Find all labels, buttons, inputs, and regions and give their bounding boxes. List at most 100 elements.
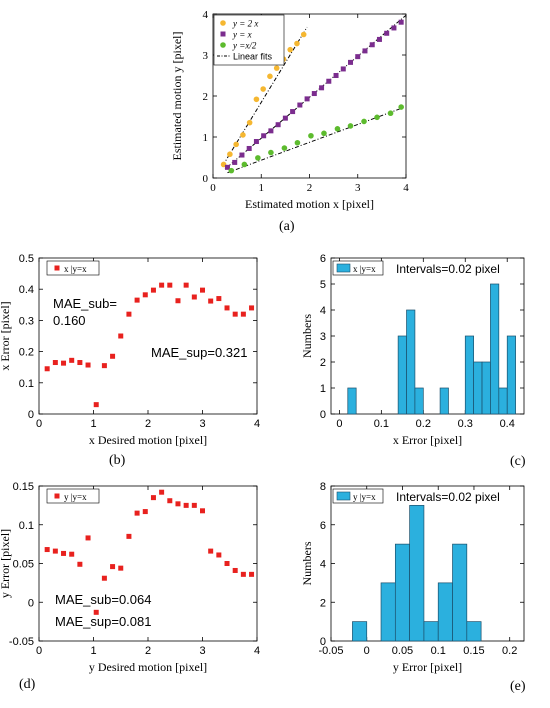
x-tick-label: 0.3 bbox=[458, 418, 473, 430]
data-point bbox=[232, 159, 238, 165]
y-tick-label: 2 bbox=[320, 357, 326, 369]
data-point bbox=[183, 502, 189, 508]
data-point bbox=[275, 122, 281, 128]
data-point bbox=[391, 25, 397, 31]
chart-c: 0 0.1 0.2 0.3 0.4 0 1 2 3 4 5 6 x Error [pixel] Numbe… bbox=[300, 253, 525, 447]
histogram-bar bbox=[490, 283, 500, 415]
fit-line bbox=[227, 107, 404, 174]
plot-frame bbox=[38, 257, 258, 415]
histogram-bar bbox=[409, 505, 425, 642]
histogram-bar bbox=[397, 335, 407, 415]
data-point bbox=[110, 564, 116, 570]
data-point bbox=[54, 493, 60, 499]
x-tick-label: 0.1 bbox=[374, 418, 389, 430]
data-point bbox=[85, 362, 91, 368]
data-point bbox=[347, 123, 354, 129]
bars bbox=[352, 505, 482, 642]
data-point bbox=[224, 305, 230, 311]
y-axis-label: x Error [pixel] bbox=[0, 301, 12, 370]
data-point bbox=[308, 132, 314, 139]
data-point bbox=[216, 296, 222, 302]
data-point bbox=[118, 565, 124, 571]
data-point bbox=[150, 495, 156, 501]
x-tick-label: 3 bbox=[199, 645, 205, 657]
data-point bbox=[167, 282, 173, 288]
data-point bbox=[326, 78, 332, 84]
data-point bbox=[224, 164, 230, 170]
x-tick-label: 0.2 bbox=[502, 645, 517, 657]
data-point bbox=[268, 128, 274, 134]
data-point bbox=[255, 155, 261, 161]
legend-swatch bbox=[336, 263, 351, 273]
histogram-bar bbox=[466, 621, 482, 642]
data-point bbox=[387, 110, 394, 117]
annotation: MAE_sup=0.081 bbox=[55, 614, 151, 629]
data-point bbox=[319, 85, 325, 91]
legend-label: Linear fits bbox=[233, 52, 273, 62]
legend: y |y=x bbox=[332, 488, 384, 504]
data-point bbox=[134, 510, 140, 516]
y-tick-label: 5 bbox=[320, 279, 326, 291]
data-point bbox=[228, 167, 235, 174]
data-point bbox=[220, 20, 226, 26]
x-tick-label: 3 bbox=[199, 418, 205, 430]
data-point bbox=[253, 96, 260, 103]
x-tick-label: 4 bbox=[403, 182, 409, 194]
data-point bbox=[167, 498, 173, 504]
legend: y |y=x bbox=[46, 488, 100, 504]
legend-box bbox=[46, 488, 100, 504]
panel-label-e: (e) bbox=[510, 679, 526, 694]
annotation: Intervals=0.02 pixel bbox=[396, 262, 500, 276]
data-point bbox=[54, 265, 60, 271]
x-tick-label: 0.15 bbox=[463, 645, 484, 657]
histogram-bar bbox=[481, 361, 491, 415]
data-point bbox=[384, 30, 390, 36]
data-point bbox=[260, 86, 266, 92]
data-point bbox=[93, 402, 99, 408]
x-axis-label: x Desired motion [pixel] bbox=[89, 433, 207, 447]
data-point bbox=[200, 287, 205, 293]
chart-b: 0 1 2 3 4 0 0.1 0.2 0.3 0.4 0.5 x Desired motion [p… bbox=[0, 253, 260, 447]
y-axis-label: Numbers bbox=[300, 541, 314, 585]
data-point bbox=[200, 508, 205, 514]
data-point bbox=[249, 571, 255, 577]
y-tick-label: 0.05 bbox=[13, 559, 34, 571]
data-point bbox=[294, 40, 300, 47]
x-tick-label: 0.2 bbox=[416, 418, 431, 430]
data-point bbox=[191, 502, 197, 508]
data-point bbox=[118, 333, 124, 339]
data-point bbox=[101, 575, 107, 581]
data-point bbox=[246, 119, 253, 126]
y-axis-label: Estimated motion y [pixel] bbox=[170, 32, 184, 161]
data-point bbox=[297, 102, 303, 108]
histogram-bar bbox=[473, 361, 483, 415]
x-tick-label: 4 bbox=[254, 418, 260, 430]
histogram-bar bbox=[498, 387, 508, 415]
data-point bbox=[249, 305, 255, 311]
data-point bbox=[281, 145, 288, 151]
data-point bbox=[267, 73, 273, 80]
y-tick-label: 0.4 bbox=[19, 284, 34, 296]
y-tick-label: 3 bbox=[320, 331, 326, 343]
data-point bbox=[374, 114, 380, 121]
x-axis-label: y Error [pixel] bbox=[393, 660, 462, 674]
x-tick-label: 1 bbox=[90, 645, 96, 657]
data-point bbox=[175, 298, 181, 304]
data-point bbox=[85, 535, 91, 541]
y-tick-label: 4 bbox=[320, 305, 326, 317]
annotation: MAE_sub= bbox=[53, 296, 117, 311]
panel-label-b: (b) bbox=[109, 453, 126, 468]
data-point bbox=[126, 533, 132, 539]
data-point bbox=[311, 91, 317, 97]
data-point bbox=[216, 552, 222, 558]
bars bbox=[347, 283, 516, 415]
legend: x |y=x bbox=[46, 260, 100, 276]
x-tick-label: 0 bbox=[210, 182, 216, 194]
y-tick-label: 0 bbox=[28, 597, 34, 609]
y-tick-label: -0.05 bbox=[9, 636, 34, 648]
data-point bbox=[241, 161, 248, 168]
x-tick-label: 0 bbox=[364, 645, 370, 657]
data-point bbox=[77, 360, 83, 366]
